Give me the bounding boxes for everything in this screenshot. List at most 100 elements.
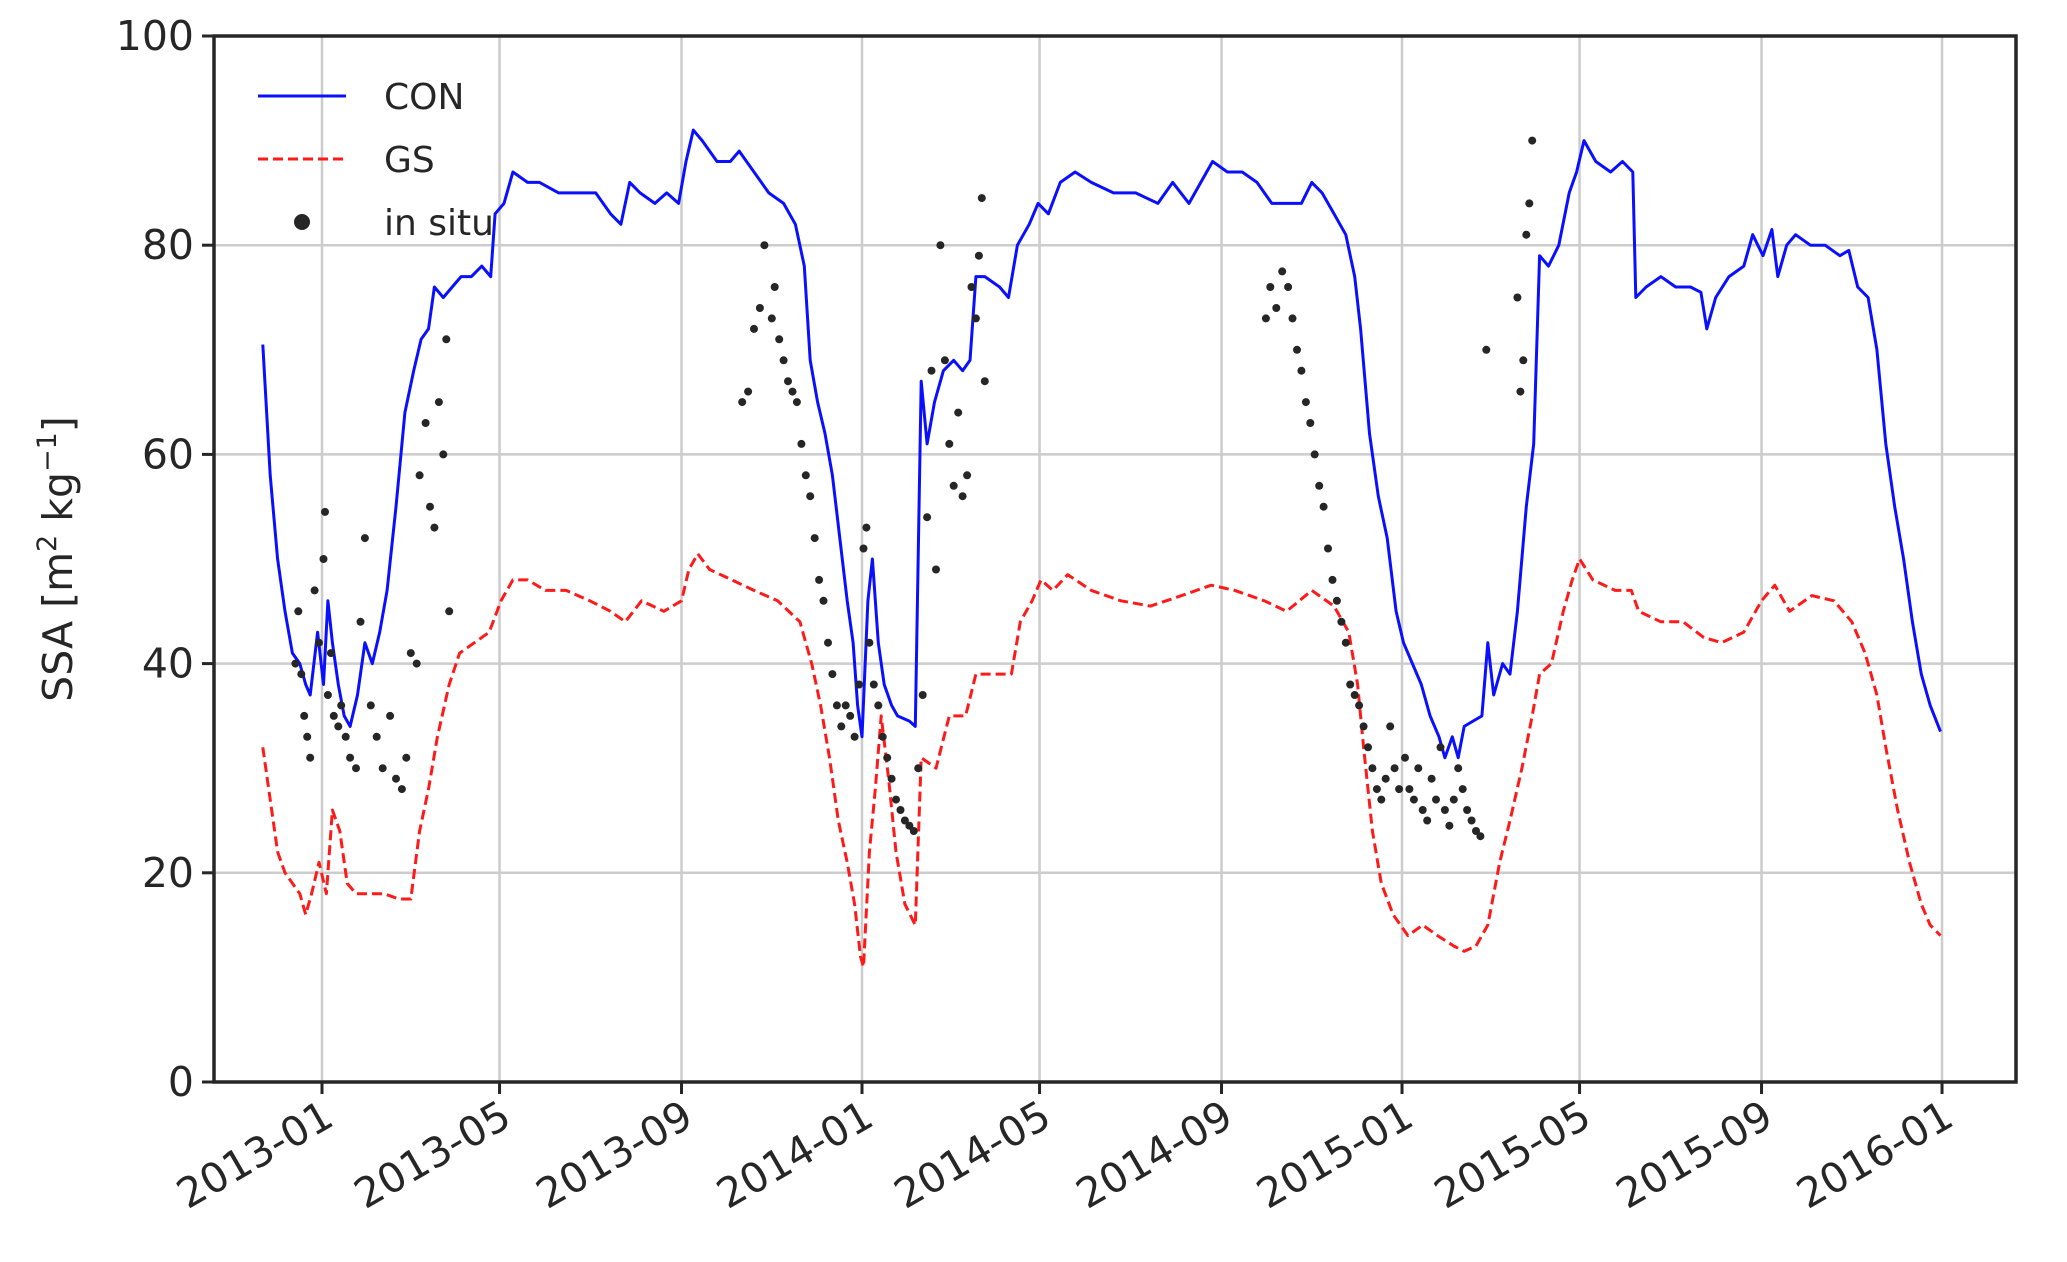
in-situ-point — [923, 513, 932, 522]
y-tick-label: 80 — [142, 221, 194, 269]
in-situ-point — [1386, 722, 1395, 731]
in-situ-point — [1337, 617, 1346, 626]
in-situ-point — [300, 711, 309, 720]
y-axis-title: SSA [m2 kg−1] — [32, 416, 82, 702]
in-situ-point — [967, 283, 976, 291]
in-situ-point — [1368, 764, 1377, 773]
in-situ-point — [819, 596, 828, 605]
in-situ-point — [1467, 816, 1476, 825]
in-situ-point — [1449, 795, 1458, 804]
x-tick-label: 2014-09 — [1068, 1091, 1240, 1218]
in-situ-point — [1423, 816, 1432, 825]
in-situ-point — [1319, 502, 1328, 511]
in-situ-point — [1445, 821, 1454, 830]
in-situ-point — [1432, 795, 1440, 804]
grid — [214, 36, 2016, 1082]
x-tick-label: 2013-01 — [169, 1091, 341, 1218]
series-layer — [261, 128, 1942, 969]
in-situ-point — [767, 314, 776, 323]
x-tick-label: 2015-05 — [1426, 1091, 1598, 1218]
y-axis-title-superscript-minus1: −1 — [32, 432, 63, 472]
in-situ-point — [1513, 293, 1522, 302]
x-tick-labels: 2013-01 2013-05 2013-09 2014-01 2014-05 2014-… — [169, 1091, 1961, 1218]
in-situ-point — [1401, 753, 1409, 762]
in-situ-point — [750, 324, 758, 333]
in-situ-point — [824, 638, 832, 647]
in-situ-point — [366, 701, 375, 710]
in-situ-point — [909, 827, 918, 835]
in-situ-point — [841, 701, 850, 710]
in-situ-point — [855, 680, 864, 689]
legend: CON GS in situ — [258, 77, 494, 244]
in-situ-point — [294, 607, 303, 616]
in-situ-point — [421, 419, 430, 427]
in-situ-point — [372, 732, 381, 741]
in-situ-point — [878, 732, 887, 741]
in-situ-point — [1405, 785, 1414, 794]
in-situ-point — [932, 565, 940, 574]
series-line-con — [261, 128, 1942, 760]
in-situ-point — [1364, 743, 1372, 752]
legend-label: GS — [384, 140, 435, 181]
in-situ-point — [1288, 314, 1297, 323]
x-tick-label: 2014-01 — [709, 1091, 881, 1218]
in-situ-point — [445, 607, 454, 616]
in-situ-point — [306, 753, 315, 762]
ticks — [202, 34, 1944, 1094]
y-tick-label: 40 — [142, 640, 194, 688]
in-situ-point — [1482, 345, 1491, 354]
in-situ-point — [412, 659, 421, 668]
x-tick-label: 2013-05 — [346, 1091, 518, 1218]
in-situ-point — [954, 408, 963, 417]
in-situ-point — [905, 821, 914, 830]
in-situ-point — [392, 774, 400, 783]
in-situ-point — [1522, 230, 1531, 239]
in-situ-point — [434, 398, 443, 407]
in-situ-point — [406, 649, 415, 658]
in-situ-point — [1436, 743, 1445, 752]
in-situ-point — [319, 555, 328, 563]
in-situ-point — [426, 502, 434, 511]
in-situ-point — [1284, 283, 1293, 291]
in-situ-point — [1332, 596, 1341, 605]
in-situ-point — [862, 523, 871, 532]
in-situ-point — [329, 711, 338, 720]
in-situ-point — [770, 283, 779, 291]
in-situ-point — [1528, 136, 1537, 145]
in-situ-point — [936, 241, 945, 250]
legend-item: CON — [258, 77, 464, 118]
x-tick-label: 2015-01 — [1249, 1091, 1421, 1218]
in-situ-point — [850, 732, 859, 741]
in-situ-point — [980, 377, 989, 386]
in-situ-point — [977, 194, 986, 203]
in-situ-point — [760, 241, 769, 250]
in-situ-point — [337, 701, 346, 710]
in-situ-point — [958, 492, 967, 501]
in-situ-point — [1525, 199, 1534, 208]
in-situ-point — [386, 711, 395, 720]
legend-label: CON — [384, 77, 464, 118]
in-situ-point — [806, 492, 815, 501]
in-situ-point — [887, 774, 896, 783]
in-situ-point — [784, 377, 792, 386]
in-situ-point — [1516, 387, 1525, 396]
in-situ-point — [1427, 774, 1436, 783]
in-situ-point — [1409, 795, 1418, 804]
y-axis-title-superscript-2: 2 — [32, 535, 63, 552]
y-tick-label: 60 — [142, 430, 194, 478]
y-tick-label: 0 — [168, 1058, 194, 1106]
in-situ-point — [940, 356, 949, 365]
y-tick-labels: 0 20 40 60 80 100 — [116, 12, 194, 1106]
in-situ-point — [323, 691, 332, 699]
in-situ-point — [1381, 774, 1390, 783]
in-situ-point — [869, 680, 878, 689]
in-situ-point — [1315, 481, 1324, 490]
in-situ-point — [1372, 785, 1381, 794]
in-situ-point — [810, 534, 819, 543]
in-situ-point — [415, 471, 424, 480]
in-situ-point — [1414, 764, 1423, 773]
in-situ-point — [356, 617, 365, 626]
in-situ-point — [1310, 450, 1319, 459]
y-tick-label: 20 — [142, 849, 194, 897]
